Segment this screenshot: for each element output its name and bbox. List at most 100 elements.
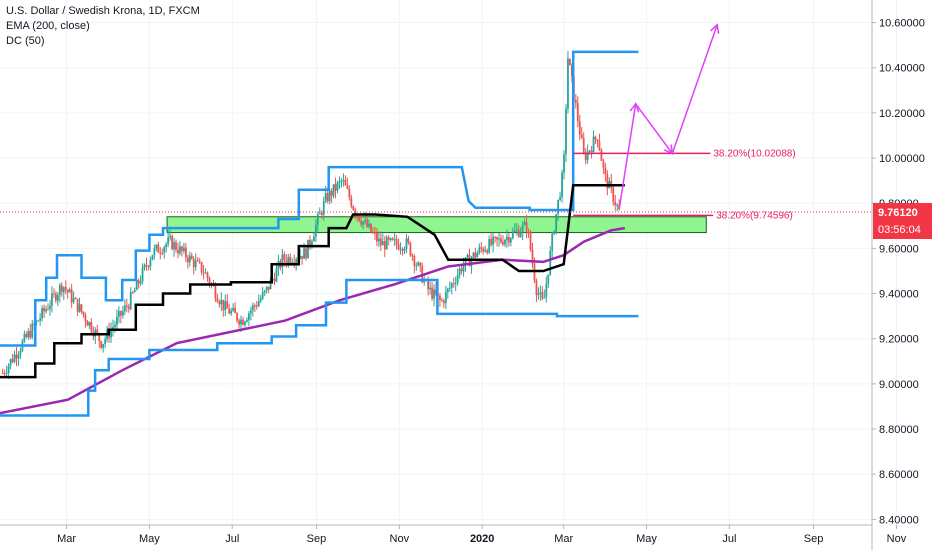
candle-body-81 — [161, 252, 164, 254]
candle-body-217 — [429, 287, 431, 290]
candle-body-97 — [192, 259, 195, 268]
candle-body-229 — [452, 283, 455, 285]
candle-body-120 — [238, 320, 240, 325]
candle-body-3 — [7, 365, 10, 373]
candle-body-69 — [137, 279, 140, 284]
candle-body-0 — [1, 373, 4, 375]
candle-body-191 — [377, 238, 380, 242]
candle-body-230 — [454, 282, 457, 284]
candle-body-1 — [3, 373, 6, 375]
candle-body-152 — [301, 255, 303, 259]
candle-body-155 — [307, 239, 309, 259]
candle-body-153 — [303, 248, 305, 259]
candle-body-256 — [506, 236, 508, 241]
candle-body-168 — [332, 184, 335, 196]
candle-body-33 — [66, 289, 69, 293]
candle-body-67 — [133, 290, 136, 293]
x-tick-label-1: May — [139, 533, 160, 545]
candle-body-235 — [464, 257, 467, 266]
candle-body-266 — [525, 221, 528, 232]
x-tick-label-8: Jul — [722, 533, 736, 545]
candle-body-160 — [316, 214, 319, 225]
candle-body-291 — [574, 99, 577, 104]
candle-body-163 — [322, 201, 325, 215]
candle-body-220 — [435, 289, 437, 295]
candle-body-91 — [181, 246, 183, 251]
candle-body-274 — [541, 292, 544, 299]
candle-body-181 — [358, 216, 361, 221]
candle-body-61 — [121, 311, 124, 316]
candle-body-55 — [110, 329, 112, 338]
candle-body-12 — [25, 334, 28, 338]
candle-body-231 — [456, 275, 459, 283]
candle-body-224 — [442, 300, 445, 304]
x-tick-label-2: Jul — [225, 533, 239, 545]
x-tick-label-9: Sep — [804, 533, 824, 545]
candle-body-260 — [513, 230, 516, 232]
candle-body-101 — [200, 262, 203, 273]
candle-body-257 — [507, 236, 510, 243]
candle-body-278 — [549, 250, 552, 275]
candle-body-240 — [474, 252, 477, 258]
candle-body-202 — [399, 248, 402, 250]
candle-body-300 — [592, 136, 595, 153]
candle-body-194 — [383, 241, 386, 250]
candle-body-179 — [354, 209, 357, 216]
candle-body-149 — [295, 259, 298, 263]
candle-body-64 — [127, 306, 130, 310]
candle-body-83 — [165, 244, 168, 248]
candle-body-193 — [381, 241, 384, 246]
candle-body-200 — [395, 239, 398, 245]
candle-body-250 — [494, 236, 496, 238]
candle-body-306 — [604, 167, 607, 175]
candle-body-196 — [387, 237, 390, 240]
candle-body-79 — [157, 244, 160, 253]
candle-body-283 — [559, 196, 561, 200]
candle-body-68 — [135, 279, 138, 291]
candle-body-135 — [267, 286, 270, 290]
candle-body-132 — [261, 292, 264, 299]
x-tick-label-5: 2020 — [470, 533, 494, 545]
candle-body-70 — [139, 281, 142, 284]
candle-body-41 — [82, 311, 85, 315]
candle-body-211 — [417, 262, 420, 266]
candle-body-182 — [360, 220, 363, 225]
candle-body-39 — [78, 304, 81, 312]
candle-body-151 — [299, 255, 302, 259]
candle-body-171 — [338, 180, 341, 183]
candle-body-258 — [509, 238, 512, 243]
candle-body-88 — [175, 242, 177, 251]
candle-body-203 — [401, 248, 404, 251]
candle-body-187 — [370, 223, 372, 233]
chart-title: U.S. Dollar / Swedish Krona, 1D, FXCM — [6, 5, 200, 17]
candle-body-222 — [439, 295, 441, 301]
candle-body-57 — [114, 324, 116, 328]
candle-body-255 — [504, 240, 506, 245]
candle-body-219 — [433, 289, 435, 299]
candle-body-166 — [328, 190, 331, 202]
candle-body-117 — [232, 307, 235, 311]
support-zone — [166, 216, 707, 234]
candle-body-234 — [462, 265, 465, 272]
donchian-basis-line — [0, 183, 625, 379]
candle-body-128 — [253, 305, 256, 307]
candle-body-37 — [74, 298, 77, 300]
candle-body-51 — [102, 343, 105, 348]
candle-body-281 — [555, 213, 558, 232]
candle-body-242 — [478, 247, 481, 253]
fib-label-1: 38.20%(9.74596) — [716, 210, 793, 221]
candle-body-210 — [415, 265, 418, 267]
candle-body-183 — [362, 221, 365, 225]
candle-body-26 — [53, 293, 55, 295]
candle-body-262 — [517, 229, 520, 237]
candle-body-44 — [88, 322, 91, 326]
candle-body-272 — [537, 293, 540, 296]
candle-body-18 — [37, 320, 40, 322]
candle-body-209 — [413, 256, 416, 266]
candle-body-112 — [222, 299, 225, 311]
candle-body-24 — [49, 305, 51, 310]
candle-body-56 — [112, 327, 114, 330]
candle-body-248 — [490, 239, 493, 245]
